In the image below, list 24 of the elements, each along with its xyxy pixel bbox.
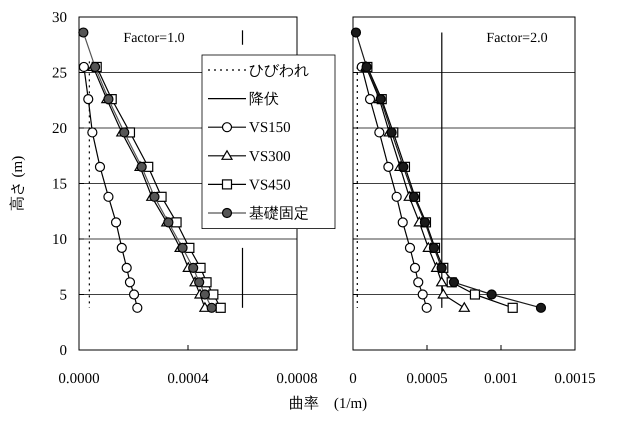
- legend-label: ひびわれ: [249, 63, 309, 79]
- annotation: Factor=1.0: [123, 31, 185, 46]
- y-tick-label: 10: [52, 232, 67, 248]
- x-tick-label: 0.0000: [58, 371, 100, 387]
- x-tick-label: 0: [349, 371, 357, 387]
- y-tick-label: 15: [52, 176, 67, 192]
- y-axis-title: 高さ (m): [9, 156, 26, 212]
- x-tick-label: 0.0004: [167, 371, 210, 387]
- y-tick-label: 30: [52, 10, 67, 26]
- legend-label: 基礎固定: [249, 205, 309, 222]
- legend-label: 降伏: [249, 90, 279, 108]
- x-axis-title: 曲率 (1/m): [288, 395, 368, 412]
- y-tick-label: 20: [52, 121, 67, 137]
- y-tick-label: 0: [60, 343, 67, 359]
- x-tick-label: 0.0005: [406, 371, 448, 387]
- legend-label: VS300: [249, 148, 291, 165]
- y-tick-label: 25: [52, 66, 67, 82]
- x-tick-label: 0.0008: [276, 371, 318, 387]
- y-tick-label: 5: [60, 288, 67, 304]
- legend-label: VS150: [249, 120, 291, 136]
- x-tick-label: 0.001: [484, 371, 518, 387]
- annotation: Factor=2.0: [486, 31, 548, 46]
- x-tick-label: 0.0015: [554, 371, 596, 387]
- legend-label: VS450: [249, 177, 291, 194]
